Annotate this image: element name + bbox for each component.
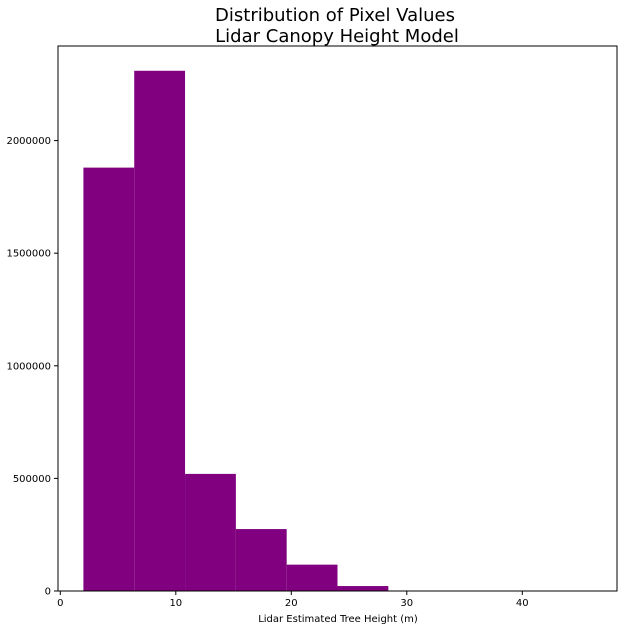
plot-area-frame [57, 45, 618, 592]
histogram-bar [235, 529, 287, 591]
y-tick-label: 500000 [13, 474, 51, 485]
x-axis-ticks: 0 10 20 30 40 [57, 591, 529, 609]
y-tick-label: 1000000 [6, 361, 51, 372]
x-tick-label: 30 [400, 598, 413, 609]
x-axis-label: Lidar Estimated Tree Height (m) [258, 614, 418, 625]
histogram-bar [134, 70, 186, 591]
x-tick-label: 20 [285, 598, 298, 609]
histogram-bar [83, 167, 135, 592]
y-axis-ticks: 0 500000 1000000 1500000 2000000 [6, 136, 58, 598]
y-tick-label: 0 [45, 587, 51, 598]
x-tick-label: 40 [516, 598, 529, 609]
y-tick-label: 1500000 [6, 249, 51, 260]
y-tick-label: 2000000 [6, 136, 51, 147]
chart-title-line-2: Lidar Canopy Height Model [215, 26, 459, 47]
histogram-bar [286, 564, 338, 591]
histogram-bars [83, 70, 592, 592]
x-tick-label: 0 [57, 598, 63, 609]
chart-title-line-1: Distribution of Pixel Values [215, 5, 455, 26]
x-tick-label: 10 [169, 598, 182, 609]
histogram-bar [337, 586, 389, 591]
histogram-bar [185, 473, 236, 591]
